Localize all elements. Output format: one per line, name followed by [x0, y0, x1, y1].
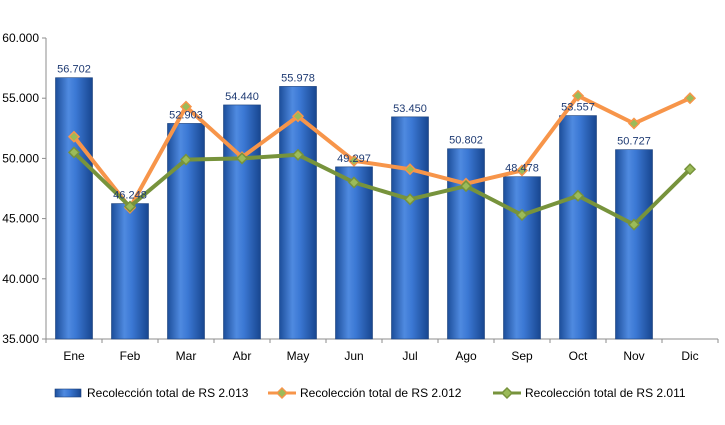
series-2012-marker-may: [291, 110, 305, 123]
x-tick-label-sep: Sep: [511, 349, 533, 363]
x-tick-label-oct: Oct: [569, 349, 588, 363]
y-tick-label: 50.000: [2, 151, 39, 165]
x-tick-label-may: May: [287, 349, 310, 363]
data-label-abr: 54.440: [225, 91, 259, 103]
x-tick-label-feb: Feb: [120, 349, 141, 363]
legend-marker-2012: [275, 386, 289, 400]
series-2011-marker-dic: [683, 163, 697, 176]
data-labels: 56.702 46.248 52.903 54.440 55.978 49.297 53.4…: [57, 64, 651, 202]
data-label-sep: 48.478: [505, 163, 539, 175]
series-2011-marker-ago: [459, 180, 473, 193]
bar-series: [55, 77, 653, 340]
series-2012-marker-oct: [571, 89, 585, 102]
data-label-nov: 50.727: [617, 136, 651, 148]
series-2011-marker-nov: [627, 218, 641, 231]
bar-sep: [503, 176, 541, 340]
bar-jun: [335, 166, 373, 340]
legend: Recolección total de RS 2.013 Recolección…: [54, 386, 686, 400]
y-tick-label: 35.000: [2, 332, 39, 346]
data-label-ago: 50.802: [449, 135, 483, 147]
y-tick-label: 40.000: [2, 272, 39, 286]
series-2011-marker-oct: [571, 189, 585, 202]
y-axis: 35.000 40.000 45.000 50.000 55.000 60.000: [2, 31, 47, 346]
y-tick-label: 45.000: [2, 212, 39, 226]
x-tick-label-ene: Ene: [63, 349, 85, 363]
x-tick-label-jul: Jul: [402, 349, 417, 363]
bar-jul: [391, 116, 429, 340]
series-2012-marker-nov: [627, 117, 641, 130]
legend-label-2011: Recolección total de RS 2.011: [525, 386, 686, 400]
series-2012-line: [72, 93, 691, 210]
series-2012-marker-ene: [67, 130, 81, 143]
series-2011-marker-jul: [403, 193, 417, 206]
series-2011-marker-may: [291, 148, 305, 161]
series-2011-marker-ene: [67, 146, 81, 159]
series-2012-marker-dic: [683, 92, 697, 105]
series-2011-marker-jun: [347, 176, 361, 189]
data-label-jun: 49.297: [337, 153, 371, 165]
bar-feb: [111, 203, 149, 340]
series-2011-marker-abr: [235, 152, 249, 165]
series-2012-marker-jul: [403, 163, 417, 176]
series-2011-marker-sep: [515, 208, 529, 222]
bar-abr: [223, 104, 261, 340]
data-label-oct: 53.557: [561, 102, 595, 114]
legend-marker-2011: [500, 386, 514, 400]
data-label-may: 55.978: [281, 72, 315, 84]
x-tick-label-mar: Mar: [176, 349, 197, 363]
line-series: [67, 89, 697, 231]
series-2011-marker-feb: [123, 200, 137, 213]
data-label-feb: 46.248: [113, 190, 147, 202]
bar-nov: [615, 149, 653, 340]
bar-ago: [447, 148, 485, 340]
legend-swatch-2013: [54, 388, 82, 398]
series-2012-marker-jun: [347, 154, 361, 167]
x-tick-label-jun: Jun: [344, 349, 363, 363]
series-2011-marker-mar: [179, 153, 193, 166]
x-tick-label-nov: Nov: [623, 349, 644, 363]
series-2011-line: [72, 150, 692, 227]
x-axis: Ene Feb Mar Abr May Jun Jul Ago Sep Oct Nov Dic: [45, 338, 719, 363]
bar-oct: [559, 115, 597, 340]
x-tick-label-dic: Dic: [681, 349, 698, 363]
series-2012-marker-sep: [515, 164, 529, 177]
x-tick-label-abr: Abr: [233, 349, 252, 363]
legend-label-2013: Recolección total de RS 2.013: [87, 386, 249, 400]
legend-label-2012: Recolección total de RS 2.012: [300, 386, 462, 400]
data-label-mar: 52.903: [169, 109, 203, 121]
y-tick-label: 60.000: [2, 31, 39, 45]
y-tick-label: 55.000: [2, 91, 39, 105]
data-label-ene: 56.702: [57, 64, 91, 76]
data-label-jul: 53.450: [393, 103, 427, 115]
x-tick-label-ago: Ago: [455, 349, 477, 363]
bar-ene: [55, 77, 93, 340]
series-2012-marker-mar: [179, 100, 193, 113]
